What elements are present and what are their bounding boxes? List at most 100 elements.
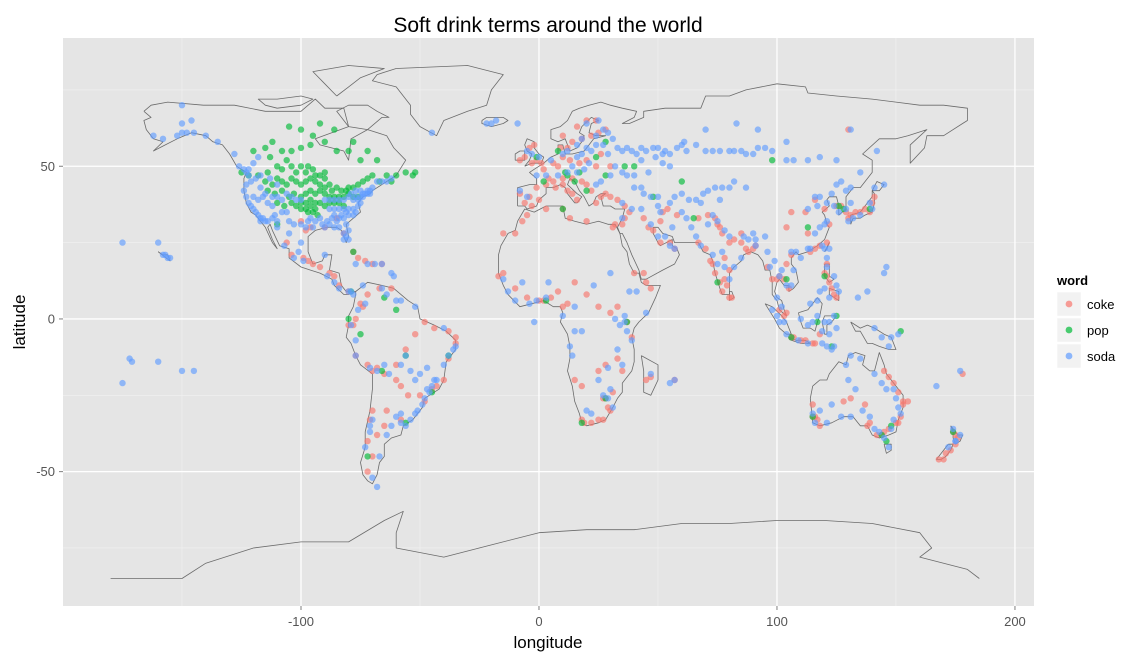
point-soda xyxy=(278,196,286,203)
point-coke xyxy=(899,398,907,405)
point-soda xyxy=(783,331,790,338)
y-axis: 50 0 -50 xyxy=(36,159,63,479)
point-soda xyxy=(619,215,626,222)
point-coke xyxy=(783,260,790,268)
point-soda xyxy=(178,120,186,127)
point-soda xyxy=(619,169,626,176)
point-soda xyxy=(619,361,626,368)
point-soda xyxy=(371,260,378,268)
point-soda xyxy=(780,318,788,326)
point-soda xyxy=(388,175,395,182)
point-soda xyxy=(573,153,581,161)
point-coke xyxy=(533,184,540,191)
point-soda xyxy=(888,334,895,341)
point-soda xyxy=(773,294,781,301)
point-pop xyxy=(804,224,812,231)
point-soda xyxy=(297,239,305,246)
point-pop xyxy=(592,153,600,161)
point-coke xyxy=(388,285,395,292)
point-soda xyxy=(826,331,833,338)
point-soda xyxy=(366,428,374,436)
point-soda xyxy=(250,160,257,167)
point-soda xyxy=(726,184,733,191)
point-soda xyxy=(588,147,595,155)
point-soda xyxy=(888,425,895,433)
point-soda xyxy=(178,367,186,375)
point-coke xyxy=(583,218,590,225)
point-coke xyxy=(816,422,823,429)
point-soda xyxy=(628,337,635,344)
point-soda xyxy=(623,144,631,152)
point-coke xyxy=(895,419,902,426)
y-axis-title: latitude xyxy=(10,295,29,350)
point-soda xyxy=(257,184,264,191)
point-soda xyxy=(278,208,286,216)
point-soda xyxy=(592,141,600,149)
point-soda xyxy=(638,205,645,213)
point-soda xyxy=(266,175,274,182)
point-soda xyxy=(331,224,338,231)
point-soda xyxy=(407,367,414,375)
point-soda xyxy=(554,172,562,179)
point-pop xyxy=(307,196,314,203)
point-coke xyxy=(647,285,654,292)
point-soda xyxy=(345,227,352,234)
y-tick-label: -50 xyxy=(36,464,55,479)
point-coke xyxy=(554,163,562,170)
point-soda xyxy=(340,236,347,243)
point-soda xyxy=(878,334,885,341)
point-coke xyxy=(738,239,745,246)
point-coke xyxy=(664,205,671,213)
point-pop xyxy=(354,181,362,188)
point-soda xyxy=(702,147,709,155)
point-soda xyxy=(633,150,640,158)
legend-label-pop: pop xyxy=(1087,323,1109,338)
point-pop xyxy=(383,172,390,179)
point-soda xyxy=(450,346,457,353)
point-pop xyxy=(278,187,286,194)
point-soda xyxy=(569,163,576,170)
point-soda xyxy=(681,138,688,145)
point-pop xyxy=(345,315,352,323)
point-pop xyxy=(621,163,628,170)
point-soda xyxy=(512,297,519,304)
point-coke xyxy=(550,178,557,185)
point-soda xyxy=(393,297,400,304)
point-soda xyxy=(647,221,654,228)
point-soda xyxy=(792,248,800,255)
map-outline xyxy=(514,150,526,161)
point-coke xyxy=(728,294,735,301)
point-soda xyxy=(661,233,669,240)
point-soda xyxy=(654,233,662,240)
point-soda xyxy=(828,401,835,408)
point-soda xyxy=(752,236,759,243)
point-soda xyxy=(838,413,845,420)
point-coke xyxy=(826,279,833,286)
point-pop xyxy=(283,157,290,164)
point-soda xyxy=(571,328,578,335)
legend-label-coke: coke xyxy=(1087,297,1114,312)
point-coke xyxy=(607,193,614,200)
point-pop xyxy=(312,172,319,179)
point-soda xyxy=(816,193,823,200)
point-soda xyxy=(830,312,838,320)
point-soda xyxy=(345,193,352,200)
point-soda xyxy=(823,254,831,262)
point-coke xyxy=(614,196,621,203)
point-soda xyxy=(716,196,724,203)
point-soda xyxy=(866,199,873,207)
point-coke xyxy=(559,175,566,182)
data-points xyxy=(119,102,966,491)
point-soda xyxy=(300,257,307,265)
point-soda xyxy=(321,224,328,231)
point-coke xyxy=(578,178,585,185)
point-soda xyxy=(264,218,271,225)
point-coke xyxy=(564,187,571,194)
point-soda xyxy=(340,196,347,203)
point-soda xyxy=(830,343,838,350)
point-soda xyxy=(871,370,878,378)
point-soda xyxy=(290,254,298,262)
point-soda xyxy=(331,205,338,213)
point-coke xyxy=(673,211,681,219)
point-soda xyxy=(957,431,964,439)
